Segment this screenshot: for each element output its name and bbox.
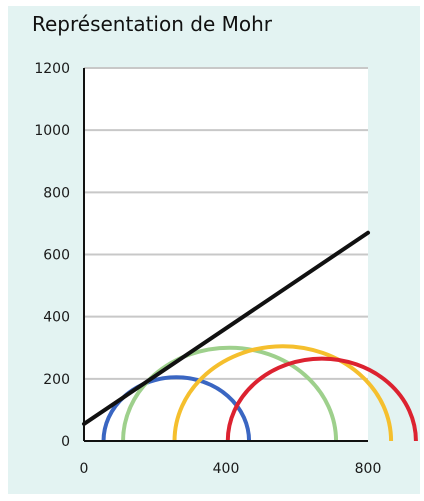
- x-tick-label: 800: [355, 461, 382, 477]
- mohr-circle-green: [121, 345, 339, 442]
- failure-envelope: [82, 230, 370, 426]
- grid-lines: [84, 67, 368, 380]
- y-tick-label: 800: [43, 185, 70, 201]
- y-tick-label: 0: [61, 434, 70, 450]
- axes: [83, 68, 368, 442]
- mohr-circle-orange: [172, 344, 394, 442]
- y-tick-label: 1200: [34, 61, 70, 77]
- mohr-circles: [101, 344, 418, 442]
- x-tick-label: 400: [213, 461, 240, 477]
- mohr-circle-blue: [101, 375, 252, 442]
- tick-labels: 0 200 400 600 800 1000 1200 0 400 800: [34, 61, 381, 477]
- chart-title: Représentation de Mohr: [32, 12, 272, 36]
- y-tick-label: 200: [43, 372, 70, 388]
- x-tick-label: 0: [80, 461, 89, 477]
- y-tick-label: 600: [43, 248, 70, 264]
- y-tick-label: 1000: [34, 123, 70, 139]
- mohr-circle-red: [225, 356, 418, 442]
- envelope-line: [82, 230, 370, 426]
- y-tick-label: 400: [43, 310, 70, 326]
